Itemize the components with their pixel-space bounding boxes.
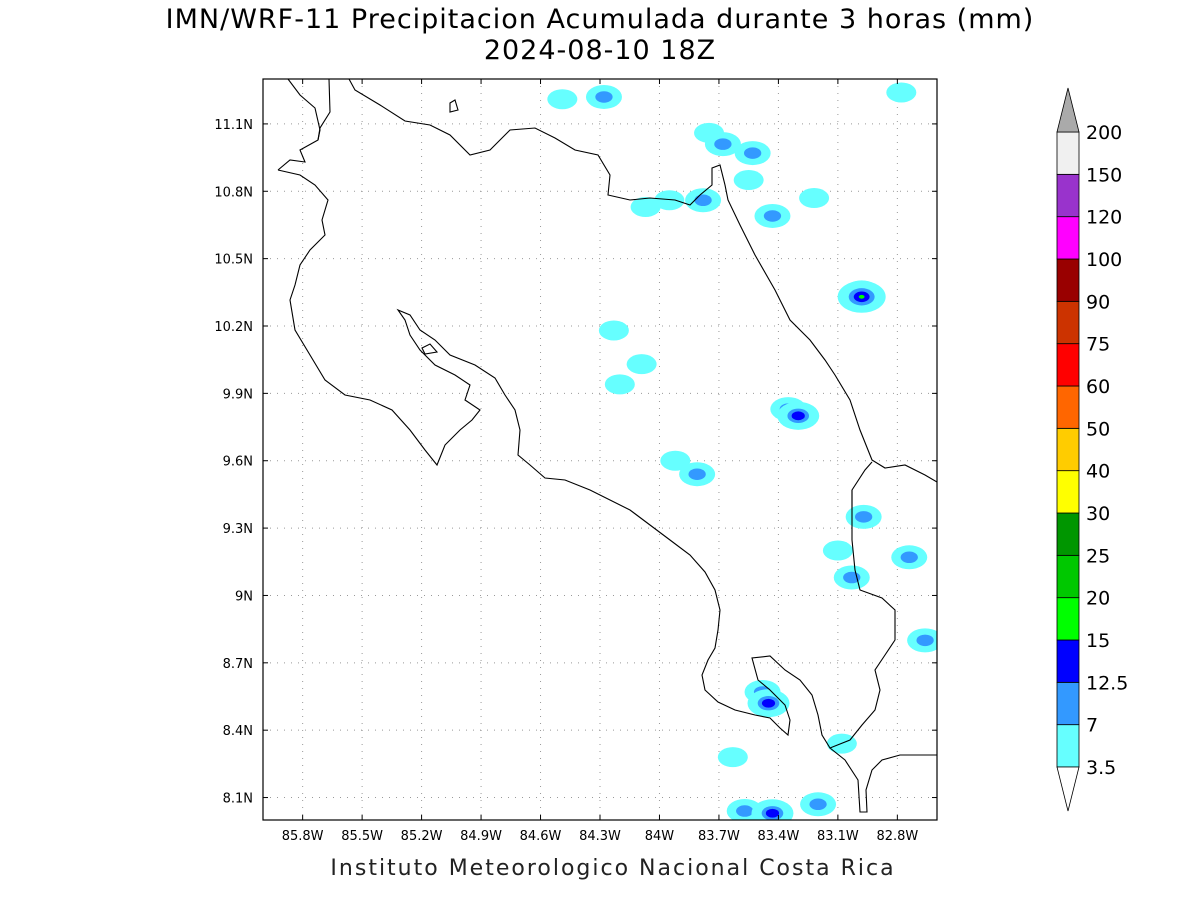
lat-tick-label: 10.2N — [214, 320, 253, 335]
colorbar-box — [1056, 300, 1080, 345]
precip-core — [714, 138, 732, 150]
map-frame-bg — [263, 79, 937, 820]
lon-tick-label: 85.2W — [401, 829, 443, 844]
lat-tick-label: 9.6N — [223, 455, 253, 470]
colorbar-label: 90 — [1086, 291, 1110, 313]
lat-tick-label: 11.1N — [214, 118, 253, 133]
precipitation-field — [547, 82, 937, 820]
gulf-island — [421, 343, 439, 355]
lon-tick-label: 83.7W — [698, 829, 740, 844]
map-title: IMN/WRF-11 Precipitacion Acumulada duran… — [165, 4, 1035, 35]
colorbar-box — [1056, 681, 1080, 726]
colorbar-label: 12.5 — [1086, 672, 1128, 694]
precip-core — [595, 91, 613, 103]
colorbar-label: 100 — [1086, 249, 1122, 271]
longitude-axis: 85.8W 85.5W 85.2W 84.9W 84.6W 84.3W 84W 83.7W 83… — [282, 79, 918, 844]
colorbar-box — [1056, 554, 1080, 599]
lat-tick-label: 8.1N — [223, 792, 253, 807]
pacific-coast — [277, 169, 896, 749]
colorbar-box — [1056, 724, 1080, 768]
colorbar-label: 200 — [1086, 122, 1122, 144]
lon-tick-label: 83.1W — [817, 829, 859, 844]
colorbar-box — [1056, 639, 1080, 683]
lon-tick-label: 82.8W — [876, 829, 918, 844]
colorbar-label: 40 — [1086, 461, 1110, 483]
colorbar-label: 20 — [1086, 588, 1110, 610]
colorbar-label: 3.5 — [1086, 757, 1116, 779]
precip-core — [694, 194, 712, 207]
lon-tick-label: 84.9W — [460, 829, 502, 844]
nicaragua-pacific-coast — [287, 79, 321, 141]
precip-cell — [654, 190, 685, 211]
precip-cell — [660, 450, 691, 471]
latitude-axis: 11.1N 10.8N 10.5N 10.2N 9.9N 9.6N 9.3N 9N 8.7N 8.… — [214, 118, 937, 807]
precip-core — [763, 210, 782, 222]
lat-tick-label: 10.5N — [214, 253, 253, 268]
lat-tick-label: 9.3N — [223, 522, 253, 537]
precip-cell — [717, 747, 748, 768]
colorbar-label: 25 — [1086, 545, 1110, 567]
colorbar-label: 7 — [1086, 715, 1098, 737]
colorbar-under-arrow — [1056, 766, 1080, 812]
precip-cell — [630, 196, 661, 217]
precip-core — [855, 511, 873, 523]
precip-core — [900, 551, 918, 564]
lat-tick-label: 8.7N — [223, 657, 253, 672]
precip-core — [858, 294, 865, 299]
precip-core — [809, 798, 827, 811]
colorbar: 3.5 7 12.5 15 20 25 30 40 50 60 75 90 100 120 150 200 — [1056, 87, 1128, 812]
precip-cell — [604, 374, 635, 395]
precip-core — [688, 468, 706, 480]
colorbar-label: 15 — [1086, 630, 1110, 652]
lon-tick-label: 85.8W — [282, 829, 324, 844]
lon-tick-label: 83.4W — [758, 829, 800, 844]
caribbean-coast — [277, 79, 937, 483]
colorbar-label: 75 — [1086, 334, 1110, 356]
lon-tick-label: 84.6W — [520, 829, 562, 844]
precip-cell — [799, 188, 830, 209]
precip-core — [791, 411, 805, 421]
lat-tick-label: 9.9N — [223, 387, 253, 402]
lat-tick-label: 9N — [235, 589, 253, 604]
colorbar-label: 150 — [1086, 164, 1122, 186]
precip-core — [916, 634, 934, 647]
precip-core — [765, 808, 780, 818]
precip-core — [744, 147, 762, 159]
lat-tick-label: 8.4N — [223, 724, 253, 739]
colorbar-box — [1056, 343, 1080, 387]
colorbar-box — [1056, 470, 1080, 514]
map-valid-time: 2024-08-10 18Z — [483, 35, 717, 66]
precip-cell — [733, 170, 764, 191]
colorbar-over-arrow — [1056, 87, 1080, 133]
colorbar-box — [1056, 385, 1080, 429]
precip-cell — [598, 320, 629, 341]
colorbar-box — [1056, 173, 1080, 218]
colorbar-box — [1056, 216, 1080, 260]
colorbar-box — [1056, 131, 1080, 175]
colorbar-box — [1056, 427, 1080, 472]
burica-peninsula — [829, 747, 937, 813]
colorbar-box — [1056, 258, 1080, 302]
precip-cell — [886, 82, 917, 103]
colorbar-label: 50 — [1086, 418, 1110, 440]
precip-cell — [626, 354, 657, 375]
graticule — [263, 79, 937, 820]
colorbar-label: 30 — [1086, 503, 1110, 525]
colorbar-box — [1056, 512, 1080, 556]
lat-tick-label: 10.8N — [214, 185, 253, 200]
lon-tick-label: 84W — [645, 829, 675, 844]
precip-core — [736, 805, 754, 817]
precip-core — [761, 698, 776, 708]
lon-tick-label: 84.3W — [579, 829, 621, 844]
institution-credit: Instituto Meteorologico Nacional Costa R… — [330, 856, 896, 881]
colorbar-label: 60 — [1086, 376, 1110, 398]
precip-cell — [822, 540, 853, 561]
lon-tick-label: 85.5W — [341, 829, 383, 844]
colorbar-box — [1056, 597, 1080, 641]
coastline — [277, 79, 937, 813]
colorbar-label: 120 — [1086, 207, 1122, 229]
precip-cell — [547, 89, 578, 110]
lake-island — [449, 99, 459, 113]
